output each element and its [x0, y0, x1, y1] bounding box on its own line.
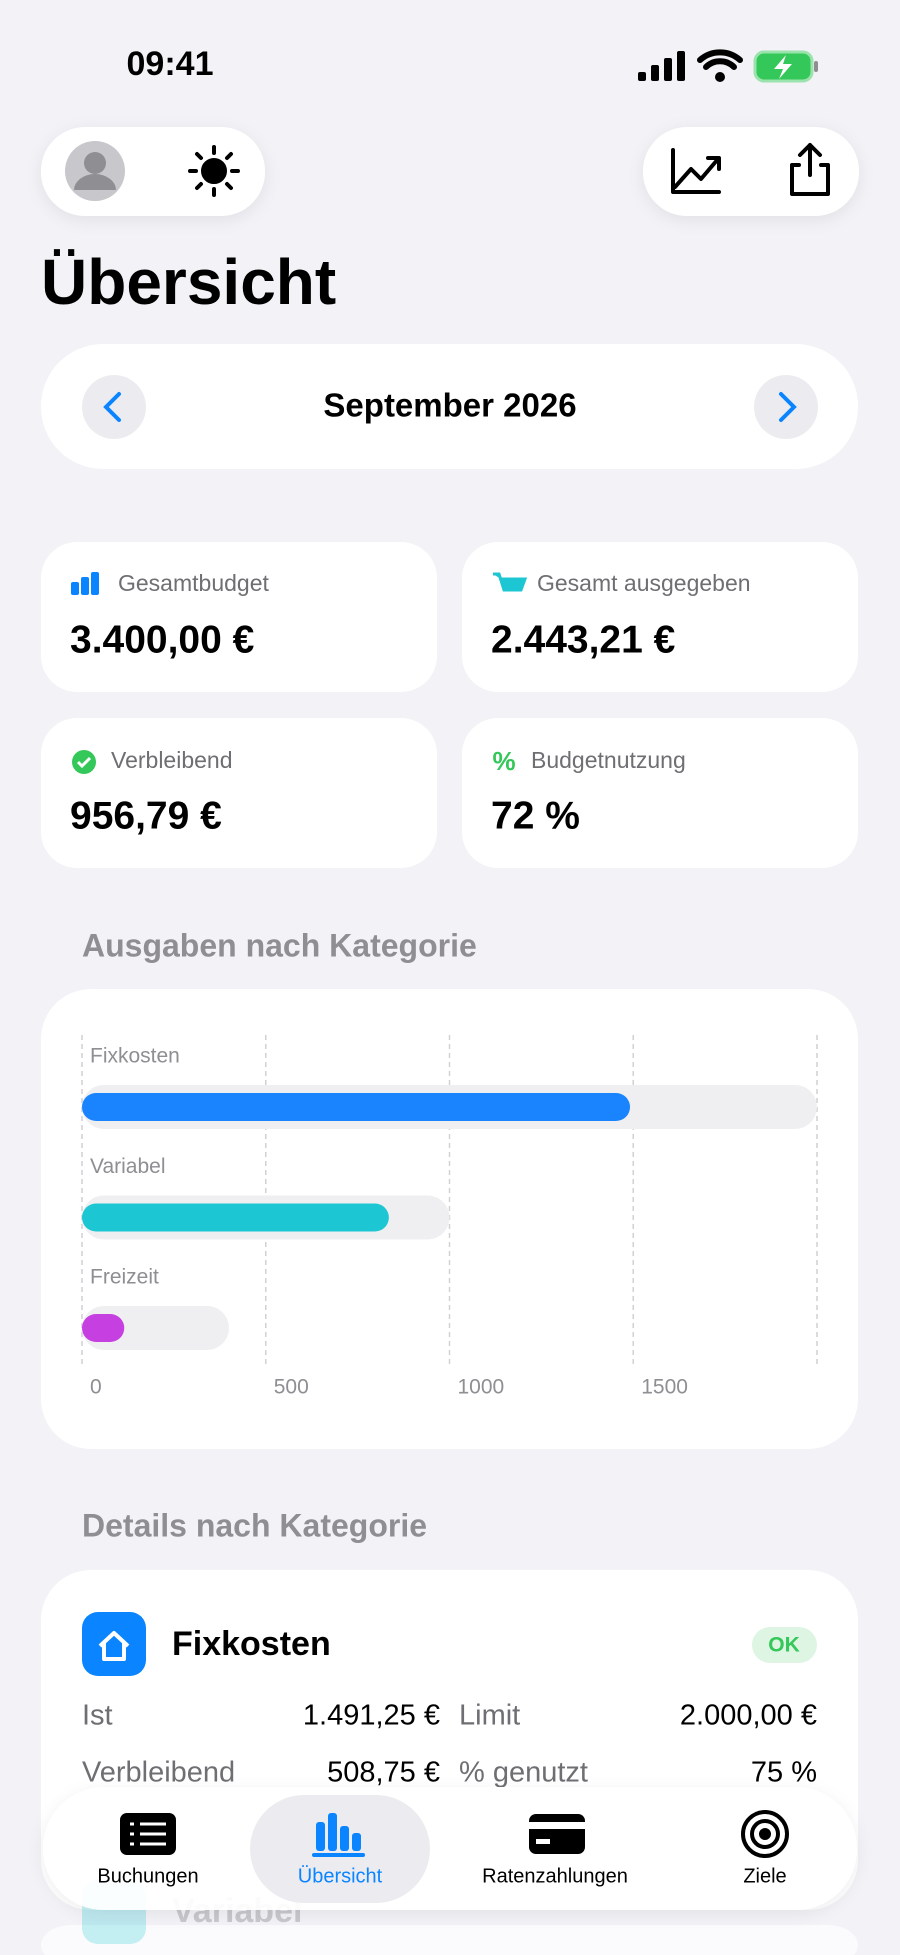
tab-bar	[43, 1787, 857, 1910]
tab-uebersicht[interactable]: Übersicht	[298, 1813, 383, 1887]
tab-label: Buchungen	[97, 1865, 198, 1887]
theme-button[interactable]	[188, 145, 240, 197]
budget-icon	[71, 572, 99, 595]
x-tick-label: 500	[274, 1376, 309, 1399]
month-label: September 2026	[323, 387, 576, 424]
month-card	[41, 344, 858, 469]
prev-month[interactable]	[82, 375, 146, 439]
chart-button[interactable]	[671, 148, 721, 194]
section-title: Ausgaben nach Kategorie	[82, 927, 477, 963]
category-name: Fixkosten	[172, 1625, 331, 1663]
row-label: Ist	[82, 1700, 113, 1732]
category-label: Variabel	[90, 1155, 166, 1178]
stat-card	[41, 542, 437, 692]
row-value: 1.491,25 €	[303, 1700, 440, 1732]
category-icon	[82, 1612, 146, 1676]
x-tick-label: 0	[90, 1376, 102, 1399]
tab-raten[interactable]: Ratenzahlungen	[482, 1814, 628, 1887]
percent-icon: %	[492, 746, 515, 776]
section-title: Details nach Kategorie	[82, 1507, 427, 1543]
next-month[interactable]	[754, 375, 818, 439]
tab-ziele[interactable]: Ziele	[741, 1810, 789, 1887]
stat-value: 72 %	[491, 794, 580, 837]
share-button[interactable]	[790, 143, 830, 196]
tab-label: Ratenzahlungen	[482, 1865, 628, 1887]
tab-label: Übersicht	[298, 1865, 383, 1887]
badge-text: OK	[768, 1634, 800, 1657]
x-tick-label: 1000	[458, 1376, 505, 1399]
bar-chart: 0 500 1000 1500 Fixkosten Variabel Freizeit	[81, 1035, 818, 1399]
stat-label: Budgetnutzung	[531, 747, 686, 773]
stat-label: Gesamt ausgegeben	[537, 570, 751, 596]
stat-value: 3.400,00 €	[70, 618, 254, 661]
row-label: % genutzt	[459, 1757, 588, 1789]
detail-card	[41, 1925, 858, 1955]
stat-card	[41, 718, 437, 868]
x-tick-label: 1500	[641, 1376, 688, 1399]
row-value: 75 %	[751, 1757, 817, 1789]
row-label: Limit	[459, 1700, 520, 1732]
stat-value: 956,79 €	[70, 794, 222, 837]
status-time: 09:41	[127, 45, 214, 83]
row-value: 508,75 €	[327, 1757, 440, 1789]
profile-button[interactable]	[65, 141, 125, 201]
stat-card	[462, 542, 858, 692]
category-label: Fixkosten	[90, 1045, 180, 1068]
page-title: Übersicht	[41, 246, 336, 318]
stat-card	[462, 718, 858, 868]
row-value: 2.000,00 €	[680, 1700, 817, 1732]
cart-icon	[493, 572, 528, 592]
bar	[82, 1203, 389, 1232]
tab-selection	[250, 1795, 430, 1903]
tab-buchungen[interactable]: Buchungen	[97, 1813, 199, 1887]
bar	[82, 1314, 125, 1342]
category-label: Freizeit	[90, 1266, 159, 1289]
stat-label: Verbleibend	[111, 747, 233, 773]
tab-label: Ziele	[743, 1865, 786, 1887]
bar	[82, 1093, 631, 1121]
row-label: Verbleibend	[82, 1757, 235, 1789]
status-badge	[752, 1627, 817, 1663]
stat-value: 2.443,21 €	[491, 618, 675, 661]
stat-label: Gesamtbudget	[118, 570, 269, 596]
status-icons	[638, 49, 818, 83]
